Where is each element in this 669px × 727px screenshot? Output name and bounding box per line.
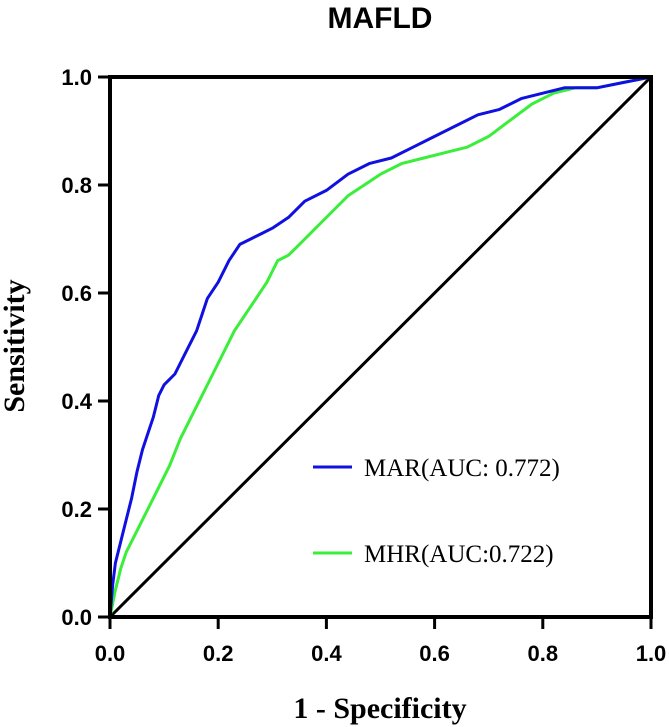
- series-line-mhr: [108, 75, 652, 618]
- x-tick-label: 0.6: [419, 641, 450, 666]
- y-tick-label: 1.0: [61, 65, 92, 90]
- plot-frame: [108, 75, 653, 619]
- roc-curves: [108, 75, 652, 618]
- chart-title: MAFLD: [328, 2, 433, 35]
- x-tick-label: 0.4: [311, 641, 342, 666]
- x-tick-label: 0.2: [203, 641, 234, 666]
- x-axis-label: 1 - Specificity: [293, 692, 466, 725]
- series-line-mar: [108, 75, 652, 618]
- legend: MAR(AUC: 0.772) MHR(AUC:0.722): [313, 455, 560, 568]
- y-tick-label: 0.2: [61, 497, 92, 522]
- x-tick-label: 0.0: [95, 641, 126, 666]
- y-axis-label: Sensitivity: [0, 279, 31, 412]
- x-tick-label: 1.0: [636, 641, 667, 666]
- legend-label: MAR(AUC: 0.772): [364, 455, 560, 482]
- y-tick-label: 0.4: [61, 389, 92, 414]
- y-tick-label: 0.0: [61, 605, 92, 630]
- legend-label: MHR(AUC:0.722): [364, 541, 554, 568]
- x-tick-label: 0.8: [528, 641, 559, 666]
- y-axis-ticks: 0.0 0.2 0.4 0.6 0.8 1.0: [61, 65, 110, 630]
- reference-diagonal-line: [108, 75, 653, 619]
- y-tick-label: 0.6: [61, 281, 92, 306]
- x-axis-ticks: 0.0 0.2 0.4 0.6 0.8 1.0: [95, 617, 667, 666]
- y-tick-label: 0.8: [61, 173, 92, 198]
